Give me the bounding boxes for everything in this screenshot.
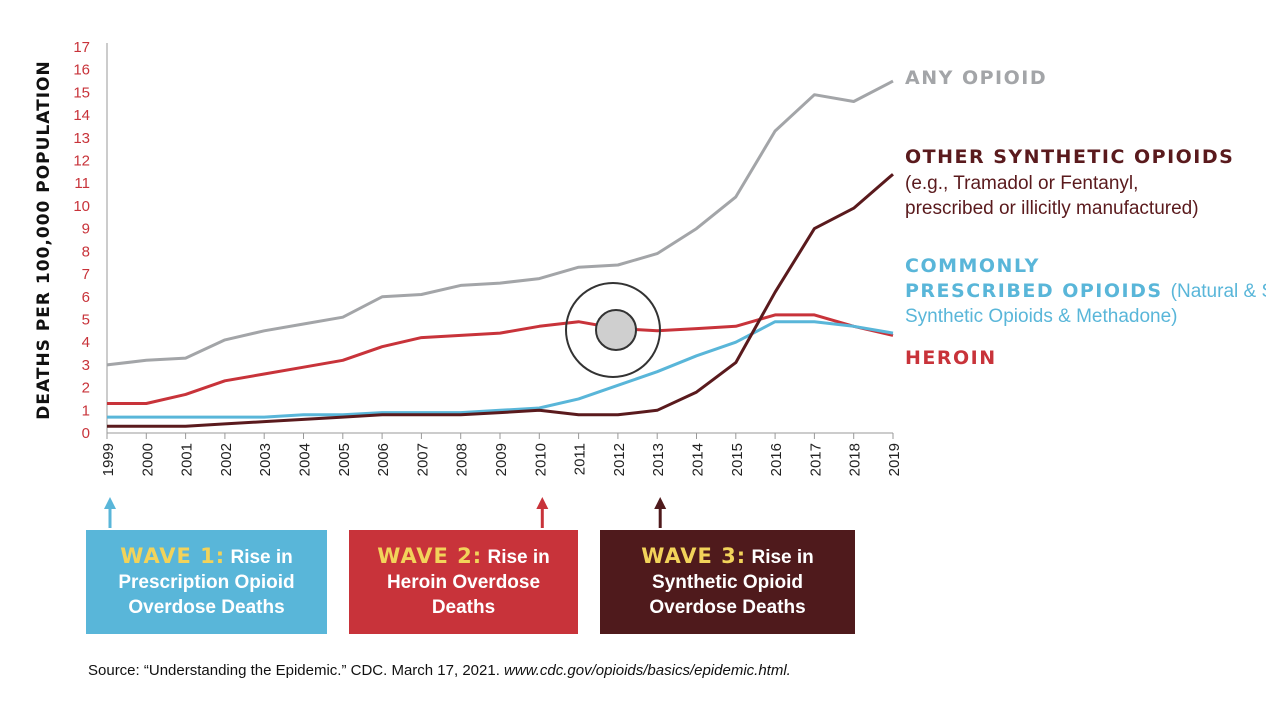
- series-label-synthetic: OTHER SYNTHETIC OPIOIDS: [905, 146, 1234, 168]
- source-citation: Source: “Understanding the Epidemic.” CD…: [88, 662, 791, 679]
- wave-text-line3: Deaths: [431, 597, 496, 618]
- series-label-heroin: HEROIN: [905, 347, 997, 369]
- x-tick-label: 2008: [454, 443, 471, 476]
- y-tick-label: 5: [82, 311, 90, 328]
- y-axis-label: DEATHS PER 100,000 POPULATION: [34, 60, 54, 419]
- series-label-prescribed: COMMONLY: [905, 255, 1040, 277]
- x-tick-label: 2009: [493, 443, 510, 476]
- x-tick-label: 2007: [414, 443, 431, 476]
- series-labels: ANY OPIOID OTHER SYNTHETIC OPIOIDS (e.g., …: [905, 67, 1266, 369]
- x-tick-label: 2006: [375, 443, 392, 476]
- wave-text-line3: Overdose Deaths: [649, 597, 806, 618]
- y-tick-label: 13: [73, 130, 90, 147]
- wave-arrow-head: [104, 497, 116, 509]
- x-tick-label: 2013: [650, 443, 667, 476]
- series-line-prescribed: [107, 320, 894, 419]
- wave-text: Rise in: [482, 547, 550, 568]
- x-tick-label: 2011: [572, 443, 589, 475]
- y-tick-label: 2: [82, 380, 90, 397]
- y-tick-label: 16: [73, 62, 90, 79]
- wave-text: Rise in: [225, 547, 293, 568]
- x-tick-label: 2010: [532, 443, 549, 476]
- wave-text-line2: Prescription Opioid: [118, 572, 295, 593]
- wave-title: WAVE 2:: [377, 544, 483, 568]
- x-tick-label: 2019: [886, 443, 903, 476]
- series-note-prescribed: Synthetic Opioids & Methadone): [905, 306, 1178, 327]
- y-tick-label: 10: [73, 198, 90, 215]
- y-tick-label: 15: [73, 84, 90, 101]
- wave-arrow-head: [536, 497, 549, 509]
- series-line-heroin: [107, 313, 894, 405]
- wave-text-line2: Heroin Overdose: [386, 572, 541, 593]
- source-url: www.cdc.gov/opioids/basics/epidemic.html…: [504, 662, 791, 679]
- x-tick-label: 2001: [179, 443, 196, 476]
- wave-arrow-head: [654, 497, 667, 509]
- magnifier-icon: [565, 282, 661, 378]
- chart-series-lines: [106, 79, 894, 428]
- y-tick-label: 8: [82, 243, 90, 260]
- y-tick-label: 3: [82, 357, 90, 374]
- y-tick-label: 9: [82, 221, 90, 238]
- wave-text: Rise in: [746, 547, 814, 568]
- x-tick-label: 2003: [257, 443, 274, 476]
- series-note-synthetic: (e.g., Tramadol or Fentanyl,: [905, 173, 1138, 194]
- source-text: Source: “Understanding the Epidemic.” CD…: [88, 662, 505, 679]
- x-tick-label: 2005: [336, 443, 353, 476]
- x-tick-label: 2017: [807, 443, 824, 476]
- y-tick-label: 11: [74, 175, 90, 192]
- x-tick-label: 2004: [297, 443, 314, 476]
- wave-text-line3: Overdose Deaths: [128, 597, 285, 618]
- y-tick-label: 4: [82, 334, 90, 351]
- y-tick-label: 14: [73, 107, 90, 124]
- series-line-any: [106, 79, 894, 367]
- y-tick-label: 17: [73, 39, 90, 56]
- x-tick-label: 2018: [847, 443, 864, 476]
- x-tick-label: 2002: [218, 443, 235, 476]
- x-tick-label: 2016: [768, 443, 785, 476]
- wave-box-1: WAVE 1: Rise in Prescription Opioid Overdo…: [86, 530, 327, 634]
- series-line-synthetic: [107, 173, 894, 428]
- wave-text-line2: Synthetic Opioid: [652, 572, 803, 593]
- series-label-prescribed-line2: PRESCRIBED OPIOIDS (Natural & Semi-: [905, 280, 1266, 302]
- wave-heading: WAVE 2: Rise in: [349, 544, 578, 570]
- x-tick-label: 2014: [690, 443, 707, 476]
- wave-arrows: [104, 497, 667, 528]
- wave-box-3: WAVE 3: Rise in Synthetic Opioid Overdose …: [600, 530, 855, 634]
- y-tick-label: 1: [82, 402, 90, 419]
- wave-heading: WAVE 3: Rise in: [600, 544, 855, 570]
- y-tick-label: 7: [82, 266, 90, 283]
- series-label-any: ANY OPIOID: [905, 67, 1047, 89]
- series-note-synthetic-line2: prescribed or illicitly manufactured): [905, 198, 1199, 219]
- wave-title: WAVE 1:: [120, 544, 226, 568]
- x-tick-label: 1999: [100, 443, 117, 476]
- wave-title: WAVE 3:: [641, 544, 747, 568]
- chart-axes: [106, 43, 893, 434]
- y-tick-label: 0: [82, 425, 90, 442]
- x-tick-label: 2000: [139, 443, 156, 476]
- y-tick-label: 12: [73, 153, 90, 170]
- x-tick-label: 2012: [611, 443, 628, 476]
- x-tick-label: 2015: [729, 443, 746, 476]
- wave-box-2: WAVE 2: Rise in Heroin Overdose Deaths: [349, 530, 578, 634]
- y-tick-label: 6: [82, 289, 90, 306]
- wave-heading: WAVE 1: Rise in: [86, 544, 327, 570]
